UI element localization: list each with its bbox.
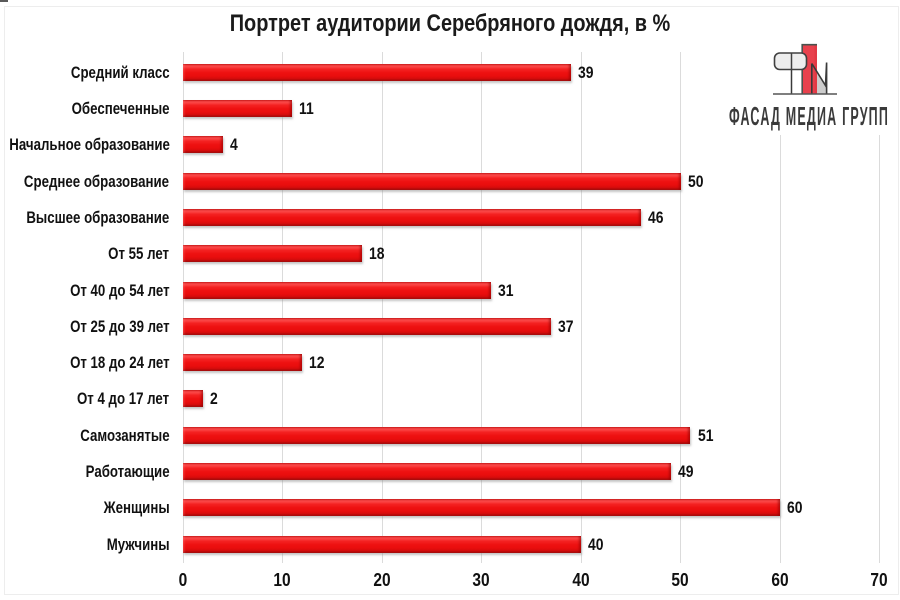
svg-text:ФАСАД МЕДИА ГРУПП: ФАСАД МЕДИА ГРУПП: [729, 104, 889, 132]
